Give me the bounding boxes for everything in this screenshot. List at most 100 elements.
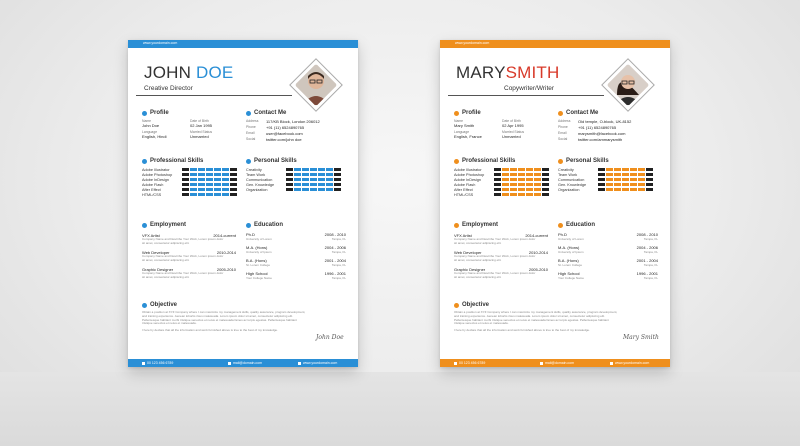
skill-segment [638, 188, 645, 191]
dob-value: 02 Jan 1995 [190, 123, 213, 128]
education-item: Ph.D 2008 - 2010 University of Lorem Tampa,… [558, 232, 658, 241]
contact-section: Contact Me Address 117/KB Block, London 2… [246, 110, 320, 142]
job-role: Copywriter/Writer [504, 85, 555, 92]
location: Tampa, FL [331, 263, 346, 267]
address-value: 117/KB Block, London 206012 [266, 119, 320, 124]
skill-segment [294, 188, 301, 191]
email-value: user@facebook.com [266, 131, 303, 136]
phone-label: Phone [558, 125, 568, 129]
skill-row: HTML/CSS [454, 192, 549, 197]
skill-segment [310, 168, 317, 171]
skill-segment [494, 188, 501, 191]
chart-icon [142, 158, 147, 164]
degree: High School [246, 271, 268, 276]
signature: Mary Smith [623, 334, 659, 341]
skill-segment [318, 178, 325, 181]
education-years: 2001 - 2004 [324, 258, 346, 263]
skill-level-bar [182, 178, 237, 181]
target-icon [454, 302, 459, 308]
degree: Ph.D [558, 232, 567, 237]
skill-label: Gen. Knowledge [246, 182, 275, 187]
location: Tampa, FL [331, 276, 346, 280]
objective-text: Obtain a position at XYZ Company where I… [142, 310, 332, 333]
skill-label: Organization [558, 187, 580, 192]
skill-label: Creativity [558, 167, 574, 172]
skill-segment [286, 173, 293, 176]
resume-top-bar: www.yourdomain.com [440, 40, 670, 48]
declaration: I here by declare that all the informati… [454, 328, 590, 333]
skill-segment [190, 173, 197, 176]
skill-segment [502, 193, 509, 196]
skill-segment [534, 178, 541, 181]
professional-skills-section: Professional Skills Adobe Illustrator Ado… [454, 158, 549, 197]
skill-level-bar [182, 193, 237, 196]
profile-section: Profile Name Mary Smith Language English… [454, 110, 524, 139]
address-value: Old temple, O-block, UK-8152 [578, 119, 632, 124]
skill-segment [214, 193, 221, 196]
skill-segment [510, 188, 517, 191]
skill-label: Adobe Illustrator [142, 167, 170, 172]
skill-segment [190, 183, 197, 186]
phone-value: +91 (11) 6524890765 [266, 125, 305, 130]
employment-item: VFX Artist 2014-current Company Name and D… [454, 233, 548, 245]
skill-segment [534, 183, 541, 186]
skill-segment [510, 173, 517, 176]
skill-segment [230, 173, 237, 176]
skill-segment [606, 183, 613, 186]
contact-heading: Contact Me [566, 110, 599, 116]
resume-name: MARYSMITH [456, 63, 560, 83]
skill-segment [630, 173, 637, 176]
skill-segment [286, 168, 293, 171]
skill-row: Team Work [246, 172, 341, 177]
graduation-cap-icon [246, 222, 251, 228]
skill-segment [206, 168, 213, 171]
skill-segment [502, 173, 509, 176]
skill-segment [190, 168, 197, 171]
skill-label: After Effect [454, 187, 473, 192]
employment-section: Employment VFX Artist 2014-current Company… [454, 222, 548, 280]
skill-segment [510, 178, 517, 181]
job-description: Company Name and Describe Your Work, Lor… [454, 271, 536, 276]
skill-label: Communication [558, 177, 585, 182]
skill-segment [182, 183, 189, 186]
skill-segment [198, 173, 205, 176]
skill-label: Adobe Photoshop [142, 172, 173, 177]
skill-segment [638, 168, 645, 171]
footer-phone: 00 123 456 6789 [142, 361, 173, 365]
dob-label: Date of Birth [502, 119, 521, 123]
resume-bottom-bar: 00 123 456 6789 mail@domain.com www.your… [128, 359, 358, 367]
skill-segment [294, 183, 301, 186]
globe-icon [298, 361, 301, 365]
skill-level-bar [286, 173, 341, 176]
professional-skills-heading: Professional Skills [150, 158, 204, 164]
email-value: marysmith@facebook.com [578, 131, 626, 136]
skill-row: Adobe InDesign [454, 177, 549, 182]
skill-label: Adobe Illustrator [454, 167, 482, 172]
skill-level-bar [494, 173, 549, 176]
education-section: Education Ph.D 2008 - 2010 University of L… [558, 222, 658, 280]
education-years: 2001 - 2004 [636, 258, 658, 263]
skill-level-bar [598, 168, 653, 171]
personal-skills-heading: Personal Skills [566, 158, 609, 164]
skill-segment [190, 188, 197, 191]
dob-value: 02 Apr 1995 [502, 123, 524, 128]
last-name: DOE [196, 63, 234, 82]
skill-segment [230, 168, 237, 171]
job-date: 2010-2014 [216, 250, 236, 256]
job-title: Web Developer [142, 250, 170, 256]
education-years: 1996 - 2001 [324, 271, 346, 276]
skill-segment [294, 173, 301, 176]
footer-web: www.yourdomain.com [298, 361, 337, 365]
skill-level-bar [182, 188, 237, 191]
skill-segment [526, 178, 533, 181]
language-value: English, France [454, 134, 482, 139]
user-icon [454, 110, 459, 116]
skill-row: Gen. Knowledge [246, 182, 341, 187]
marital-label: Married Status [190, 130, 213, 134]
skill-segment [302, 173, 309, 176]
footer-email: mail@domain.com [228, 361, 262, 365]
skill-segment [326, 188, 333, 191]
skill-segment [614, 183, 621, 186]
skill-row: Adobe Illustrator [142, 167, 237, 172]
skill-segment [206, 173, 213, 176]
